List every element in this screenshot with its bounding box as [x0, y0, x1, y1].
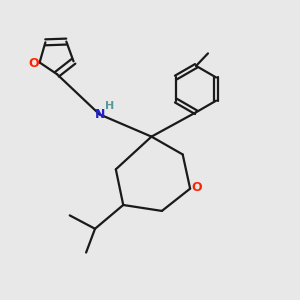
Text: N: N [95, 108, 105, 121]
Text: O: O [191, 181, 202, 194]
Text: H: H [105, 101, 115, 111]
Text: O: O [28, 58, 39, 70]
